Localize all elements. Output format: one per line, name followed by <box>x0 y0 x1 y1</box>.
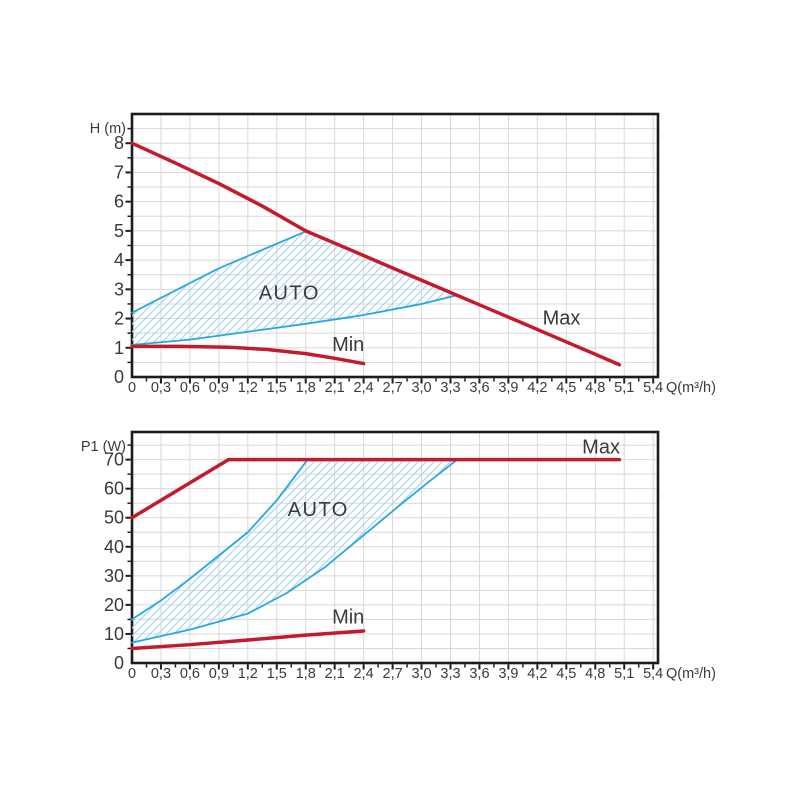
svg-text:0,3: 0,3 <box>151 380 171 396</box>
svg-text:4,2: 4,2 <box>527 380 547 396</box>
auto-label: AUTO <box>288 499 349 521</box>
svg-text:2,1: 2,1 <box>325 380 345 396</box>
max-curve <box>130 457 622 520</box>
max-label: Max <box>582 437 620 459</box>
auto-upper-boundary <box>131 230 307 314</box>
x-axis-tick-labels: 0 0,3 0,6 0,9 1,2 1,5 1,8 2,1 2,4 2,7 3,0 3,3 3,6 3,9… <box>128 380 663 396</box>
svg-text:0: 0 <box>128 380 136 396</box>
svg-text:7: 7 <box>114 162 124 182</box>
svg-text:5: 5 <box>114 221 124 241</box>
svg-text:20: 20 <box>104 595 124 615</box>
svg-text:0,3: 0,3 <box>151 666 171 682</box>
svg-text:1,2: 1,2 <box>238 380 258 396</box>
svg-text:1,8: 1,8 <box>296 380 316 396</box>
svg-text:3: 3 <box>114 279 124 299</box>
x-axis-label: Q(m³/h) <box>666 666 716 682</box>
svg-text:1,8: 1,8 <box>296 666 316 682</box>
svg-text:40: 40 <box>104 537 124 557</box>
auto-upper-boundary <box>131 458 309 621</box>
y-axis-label: H (m) <box>90 121 126 137</box>
svg-text:2: 2 <box>114 309 124 329</box>
svg-text:3,0: 3,0 <box>411 380 431 396</box>
svg-text:1: 1 <box>114 338 124 358</box>
svg-text:4,8: 4,8 <box>585 380 605 396</box>
svg-text:4,2: 4,2 <box>527 666 547 682</box>
svg-text:0: 0 <box>114 653 124 673</box>
svg-text:5,1: 5,1 <box>614 666 634 682</box>
svg-text:4,5: 4,5 <box>556 666 576 682</box>
svg-text:0: 0 <box>114 367 124 387</box>
gridlines <box>132 432 658 663</box>
svg-text:0,6: 0,6 <box>180 666 200 682</box>
svg-text:3,3: 3,3 <box>440 380 460 396</box>
svg-text:0,6: 0,6 <box>180 380 200 396</box>
svg-text:10: 10 <box>104 624 124 644</box>
max-label: Max <box>543 307 581 329</box>
axis-ticks <box>125 127 655 384</box>
y-axis-label: P1 (W) <box>81 439 126 455</box>
auto-label: AUTO <box>259 282 320 304</box>
max-curve <box>130 141 622 367</box>
x-axis-label: Q(m³/h) <box>666 380 716 396</box>
svg-text:3,9: 3,9 <box>498 666 518 682</box>
svg-text:6: 6 <box>114 192 124 212</box>
min-curve <box>130 344 366 366</box>
svg-text:1,5: 1,5 <box>267 380 287 396</box>
y-axis-tick-labels: 0 10 20 30 40 50 60 70 <box>104 450 124 673</box>
min-curve <box>130 629 366 651</box>
plot-frame <box>130 430 660 665</box>
svg-text:5,4: 5,4 <box>643 380 663 396</box>
svg-text:0: 0 <box>128 666 136 682</box>
svg-text:70: 70 <box>104 450 124 470</box>
auto-lower-boundary <box>131 294 459 346</box>
svg-text:8: 8 <box>114 133 124 153</box>
auto-region <box>132 230 458 345</box>
svg-text:4: 4 <box>114 250 124 270</box>
svg-text:30: 30 <box>104 566 124 586</box>
power-chart: 0 0,3 0,6 0,9 1,2 1,5 1,8 2,1 2,4 2,7 3,0 3,3 3,6 3,9… <box>81 430 716 682</box>
svg-text:60: 60 <box>104 479 124 499</box>
plot-frame <box>130 112 660 379</box>
x-axis-tick-labels: 0 0,3 0,6 0,9 1,2 1,5 1,8 2,1 2,4 2,7 3,0 3,3 3,6 3,9… <box>128 666 663 682</box>
svg-text:3,9: 3,9 <box>498 380 518 396</box>
svg-text:3,0: 3,0 <box>411 666 431 682</box>
min-label: Min <box>332 334 364 356</box>
svg-text:50: 50 <box>104 508 124 528</box>
svg-text:5,4: 5,4 <box>643 666 663 682</box>
min-label: Min <box>332 607 364 629</box>
axis-ticks <box>125 444 655 670</box>
y-axis-tick-labels: 0 1 2 3 4 5 6 7 8 <box>114 133 124 387</box>
head-chart: 0 0,3 0,6 0,9 1,2 1,5 1,8 2,1 2,4 2,7 3,0 3,3 3,6 3,9… <box>90 112 716 396</box>
auto-region <box>132 459 458 643</box>
svg-text:0,9: 0,9 <box>209 380 229 396</box>
svg-text:3,3: 3,3 <box>440 666 460 682</box>
svg-text:2,7: 2,7 <box>383 380 403 396</box>
svg-text:2,7: 2,7 <box>383 666 403 682</box>
svg-text:4,8: 4,8 <box>585 666 605 682</box>
auto-lower-boundary <box>131 458 459 644</box>
svg-text:3,6: 3,6 <box>469 666 489 682</box>
svg-text:2,4: 2,4 <box>354 380 374 396</box>
svg-text:2,1: 2,1 <box>325 666 345 682</box>
svg-text:1,5: 1,5 <box>267 666 287 682</box>
svg-text:1,2: 1,2 <box>238 666 258 682</box>
svg-text:5,1: 5,1 <box>614 380 634 396</box>
svg-text:0,9: 0,9 <box>209 666 229 682</box>
svg-text:4,5: 4,5 <box>556 380 576 396</box>
svg-text:3,6: 3,6 <box>469 380 489 396</box>
svg-text:2,4: 2,4 <box>354 666 374 682</box>
